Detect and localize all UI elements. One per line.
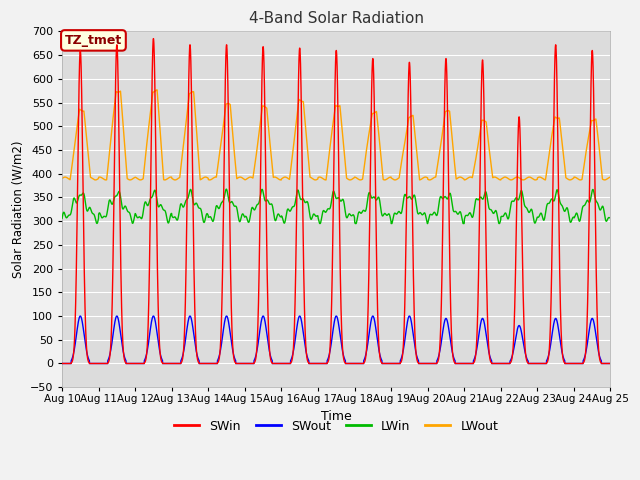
LWout	[490, 174, 498, 180]
Line: SWout: SWout	[62, 316, 611, 363]
Text: TZ_tmet: TZ_tmet	[65, 34, 122, 47]
SWout	[316, 360, 324, 366]
Line: LWin: LWin	[62, 189, 611, 224]
Y-axis label: Solar Radiation (W/m2): Solar Radiation (W/m2)	[11, 141, 24, 278]
SWin	[490, 360, 498, 366]
Line: SWin: SWin	[62, 39, 611, 363]
SWout	[157, 353, 164, 359]
LWin	[429, 211, 436, 217]
LWin	[460, 221, 467, 227]
Line: LWout: LWout	[62, 90, 611, 180]
SWin	[150, 36, 157, 42]
LWout	[520, 177, 527, 183]
LWin	[607, 215, 614, 221]
LWin	[58, 216, 66, 221]
LWout	[460, 176, 467, 181]
LWout	[58, 176, 66, 181]
LWout	[153, 87, 161, 93]
LWin	[606, 215, 614, 221]
SWout	[460, 360, 467, 366]
SWin	[607, 360, 614, 366]
LWin	[157, 202, 164, 207]
LWout	[606, 174, 614, 180]
Legend: SWin, SWout, LWin, LWout: SWin, SWout, LWin, LWout	[170, 415, 503, 438]
SWout	[606, 360, 614, 366]
LWin	[316, 221, 324, 227]
LWin	[223, 186, 230, 192]
LWin	[491, 209, 499, 215]
SWout	[76, 313, 84, 319]
LWin	[316, 221, 324, 227]
SWin	[429, 360, 436, 366]
SWout	[607, 360, 614, 366]
LWout	[316, 174, 324, 180]
X-axis label: Time: Time	[321, 410, 351, 423]
SWin	[58, 360, 66, 366]
LWout	[429, 176, 436, 181]
SWin	[460, 360, 467, 366]
SWin	[316, 360, 324, 366]
SWin	[157, 355, 164, 361]
SWin	[606, 360, 614, 366]
Title: 4-Band Solar Radiation: 4-Band Solar Radiation	[249, 11, 424, 26]
SWout	[429, 360, 436, 366]
LWout	[157, 136, 164, 142]
SWout	[490, 360, 498, 366]
SWout	[58, 360, 66, 366]
LWout	[607, 174, 614, 180]
